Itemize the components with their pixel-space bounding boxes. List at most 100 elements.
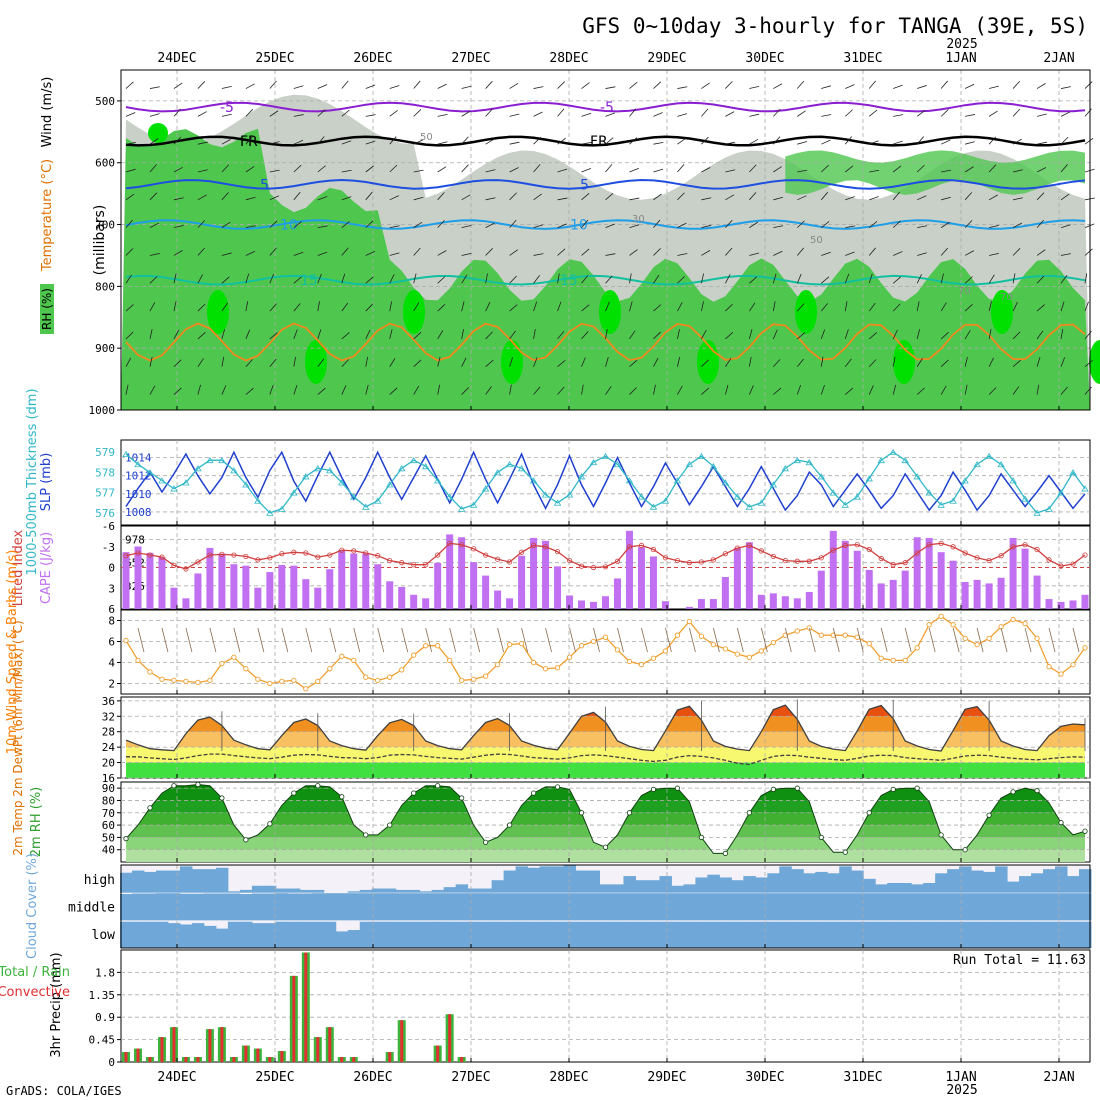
cloud-cover-cell: [851, 870, 864, 893]
rh-marker: [1058, 820, 1064, 826]
wind-barb: [916, 358, 923, 367]
cloud-cover-cell: [239, 889, 253, 893]
cloud-cover-cell: [1079, 921, 1092, 948]
cloud-cover-cell: [335, 893, 349, 921]
cloud-cover-cell: [983, 893, 996, 921]
wind-barb: [677, 86, 688, 89]
wind-barb: [773, 196, 784, 201]
wind-legend-label: Wind (m/s): [40, 77, 55, 148]
wind-barb: [796, 80, 805, 89]
wind-barb: [1036, 275, 1045, 284]
cape-bar: [146, 552, 154, 609]
wind-barb: [605, 86, 616, 89]
wind-barb: [365, 329, 371, 340]
cape-bar: [709, 599, 717, 609]
wind-barb: [557, 301, 562, 312]
wind-barb: [461, 274, 468, 284]
isotherm-label: 15: [560, 273, 578, 289]
precip-convective-bar: [196, 1057, 200, 1062]
wind-barb: [269, 384, 274, 395]
wind-speed-marker: [219, 660, 225, 667]
wind-barb: [772, 329, 778, 340]
wind-barb: [797, 303, 805, 312]
thickness-marker: [206, 456, 214, 464]
wind-barb: [293, 384, 298, 395]
li-marker: [315, 554, 321, 560]
rh-legend-label: RH (%): [40, 288, 54, 330]
wind-barb: [581, 357, 586, 367]
wind-barb: [245, 301, 249, 312]
wind-barb: [629, 167, 639, 173]
thickness-marker: [374, 497, 382, 504]
li-marker: [183, 566, 189, 572]
wind-barb: [197, 332, 206, 340]
precip-convective-bar: [232, 1057, 236, 1062]
date-label-top: 24DEC: [157, 51, 196, 66]
rh-marker: [674, 785, 681, 791]
rh-marker: [147, 805, 153, 811]
precip-convective-bar: [136, 1048, 140, 1062]
wind-speed-marker: [542, 666, 549, 672]
cape-bar: [578, 600, 586, 609]
cloud-cover-cell: [347, 891, 361, 893]
y-tick-label: 8: [108, 615, 115, 628]
cloud-cover-cell: [1007, 893, 1020, 921]
wind-barb: [1060, 357, 1066, 367]
cape-bar: [566, 595, 574, 609]
cape-bar: [1009, 537, 1017, 609]
wind-barb: [701, 197, 712, 201]
wind-barb: [653, 168, 664, 173]
wind-barb: [293, 85, 304, 89]
cloud-cover-cell: [899, 893, 912, 921]
wind-barb: [389, 274, 395, 284]
wind-barb: [293, 114, 304, 117]
wind-speed-marker: [530, 659, 537, 666]
cloud-cover-cell: [239, 894, 253, 921]
date-label-bottom: 31DEC: [843, 1070, 882, 1085]
surface-wind-barb: [904, 627, 912, 653]
cloud-cover-cell: [815, 921, 828, 948]
cape-bar: [206, 547, 214, 609]
rh-contour-label: 70: [958, 286, 971, 297]
rh-saturated-blob: [893, 340, 915, 384]
rh-marker: [746, 810, 752, 816]
li-marker: [806, 558, 812, 564]
wind-barb: [1084, 137, 1094, 145]
wind-barb: [557, 137, 566, 145]
cloud-cover-cell: [431, 921, 445, 948]
wind-speed-marker: [602, 634, 609, 640]
rh-marker: [435, 783, 441, 789]
rh-marker: [530, 790, 537, 796]
wind-barb: [916, 301, 920, 312]
cloud-cover-cell: [395, 889, 409, 893]
date-label-top: 30DEC: [745, 51, 784, 66]
cloud-cover-cell: [275, 921, 289, 948]
wind-barb: [125, 384, 129, 395]
wind-barb: [1012, 138, 1022, 145]
surface-wind-barb: [712, 627, 720, 653]
year-label-bottom: 2025: [946, 1083, 977, 1098]
wind-barb: [173, 166, 183, 173]
wind-barb: [461, 387, 469, 395]
wind-barb: [1036, 141, 1047, 145]
cloud-cover-cell: [1055, 921, 1068, 948]
li-marker: [219, 551, 225, 557]
surface-wind-barb: [185, 627, 193, 653]
wind-barb: [605, 386, 612, 395]
cloud-cover-cell: [743, 876, 756, 893]
thickness-marker: [302, 473, 310, 480]
cloud-cover-cell: [599, 884, 612, 893]
rh-contour-label: 50: [420, 132, 433, 143]
li-marker: [794, 558, 800, 564]
cape-axis-label: CAPE (J/kg): [39, 532, 54, 604]
wind-barb: [437, 250, 447, 256]
wind-barb: [892, 356, 896, 367]
li-marker: [626, 544, 633, 550]
thickness-marker: [997, 460, 1005, 468]
thickness-marker: [973, 460, 981, 468]
wind-barb: [677, 192, 685, 201]
thickness-marker: [469, 501, 478, 508]
date-label-bottom: 25DEC: [255, 1070, 294, 1085]
wind-barb: [413, 385, 420, 395]
wind-speed-marker: [902, 657, 908, 664]
